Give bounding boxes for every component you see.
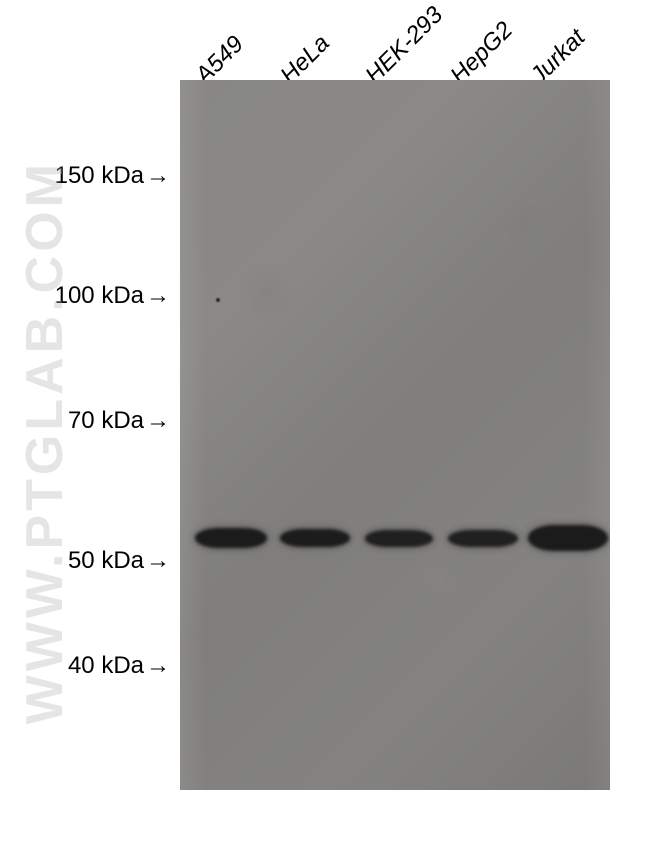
arrow-icon: → xyxy=(146,162,170,190)
marker-label: 100 kDa→ xyxy=(0,282,170,310)
marker-value: 150 kDa xyxy=(55,162,144,189)
arrow-icon: → xyxy=(146,652,170,680)
blot-texture xyxy=(180,80,610,790)
blot-edge-right xyxy=(585,80,610,790)
figure-container: WWW.PTGLAB.COM A549 HeLa HEK-293 HepG2 J… xyxy=(0,0,650,850)
arrow-icon: → xyxy=(146,282,170,310)
marker-value: 100 kDa xyxy=(55,282,144,309)
marker-label: 40 kDa→ xyxy=(0,652,170,680)
watermark-text: WWW.PTGLAB.COM xyxy=(15,160,75,724)
protein-band xyxy=(365,530,433,547)
lane-label: HepG2 xyxy=(445,16,519,90)
marker-value: 40 kDa xyxy=(68,652,144,679)
arrow-icon: → xyxy=(146,547,170,575)
protein-band xyxy=(280,529,350,547)
artifact-speck xyxy=(216,298,220,302)
blot-edge-left xyxy=(180,80,205,790)
blot-membrane xyxy=(180,80,610,790)
protein-band xyxy=(448,530,518,547)
arrow-icon: → xyxy=(146,407,170,435)
marker-label: 70 kDa→ xyxy=(0,407,170,435)
protein-band xyxy=(195,528,267,548)
marker-value: 50 kDa xyxy=(68,547,144,574)
lane-label: HEK-293 xyxy=(360,1,449,90)
protein-band xyxy=(528,525,608,551)
marker-value: 70 kDa xyxy=(68,407,144,434)
marker-label: 150 kDa→ xyxy=(0,162,170,190)
marker-label: 50 kDa→ xyxy=(0,547,170,575)
